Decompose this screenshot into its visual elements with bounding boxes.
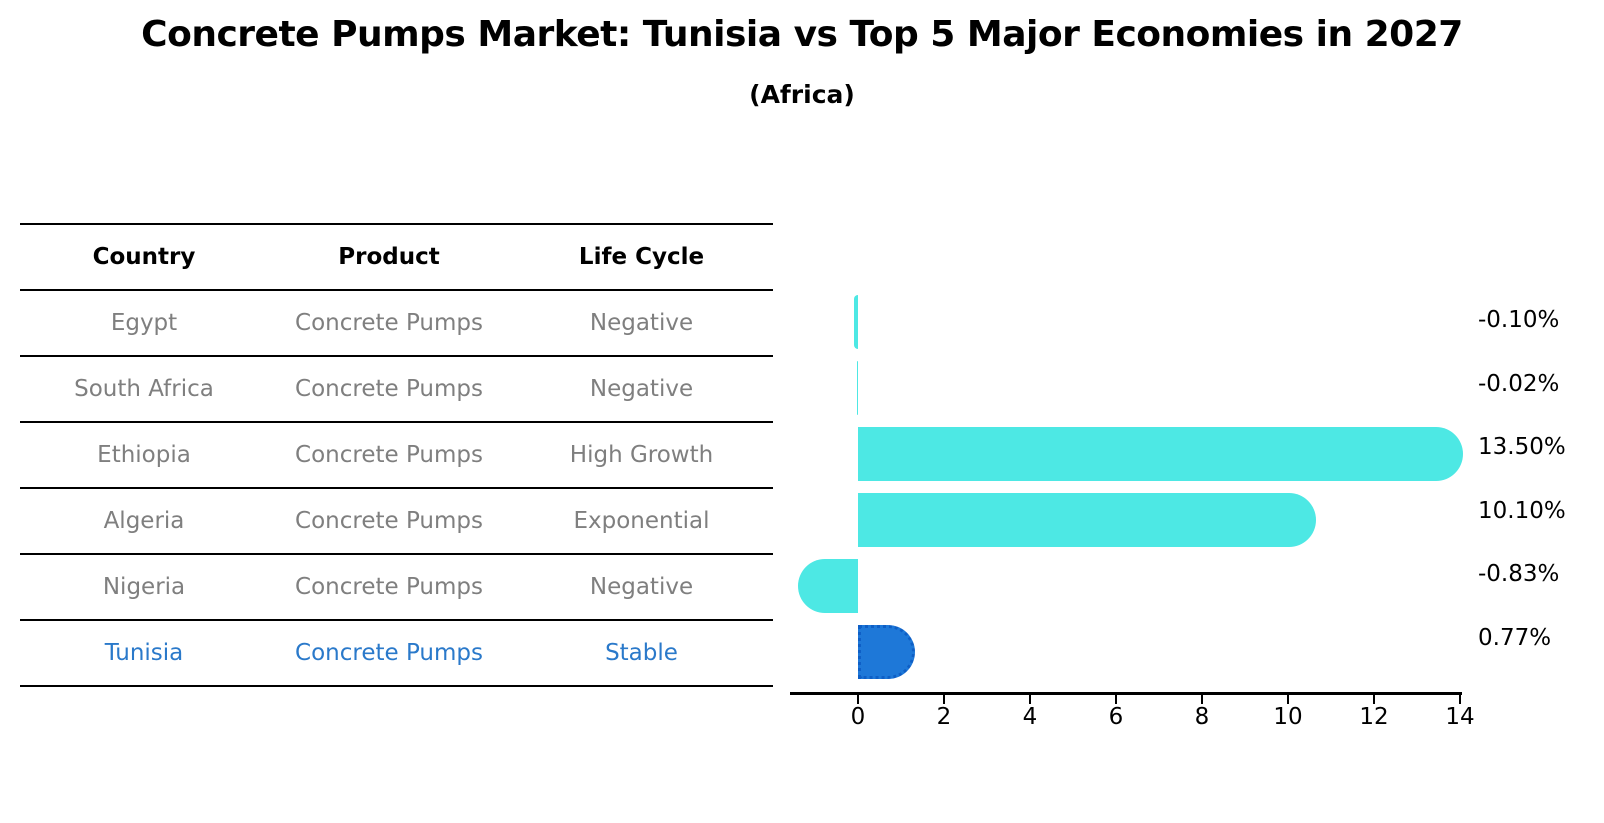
country-cell: Tunisia — [104, 640, 184, 666]
value-label-south-africa: -0.02% — [1478, 370, 1560, 397]
lifecycle-cell: High Growth — [569, 442, 714, 468]
info-table: Country Product Life Cycle Egypt Concret… — [20, 223, 773, 687]
country-cell: Egypt — [110, 310, 178, 336]
x-axis-tick — [943, 695, 945, 704]
x-axis-tick-label: 8 — [1194, 704, 1210, 730]
country-cell: Algeria — [103, 508, 185, 534]
lifecycle-cell: Stable — [605, 640, 678, 666]
value-label-egypt: -0.10% — [1478, 307, 1560, 333]
lifecycle-cell: Negative — [589, 376, 694, 402]
x-axis-tick — [1459, 695, 1461, 704]
x-axis-tick-label: 10 — [1273, 704, 1303, 730]
country-cell: South Africa — [74, 376, 214, 402]
column-header-product: Product — [338, 244, 440, 270]
x-axis-tick — [857, 695, 859, 704]
table-row: Ethiopia Concrete Pumps High Growth — [20, 423, 773, 489]
x-axis-tick — [1201, 695, 1203, 704]
column-header-lifecycle: Life Cycle — [578, 244, 705, 270]
bar-ethiopia — [858, 426, 1463, 481]
x-axis-tick — [1287, 695, 1289, 704]
x-axis-tick-label: 6 — [1108, 704, 1124, 730]
product-cell: Concrete Pumps — [295, 442, 483, 468]
product-cell: Concrete Pumps — [295, 640, 483, 666]
value-label-ethiopia: 13.50% — [1478, 434, 1566, 460]
country-cell: Nigeria — [102, 574, 186, 600]
value-label-tunisia: 0.77% — [1478, 624, 1552, 651]
country-cell: Ethiopia — [97, 442, 191, 468]
table-row: South Africa Concrete Pumps Negative — [20, 357, 773, 423]
table-row: Nigeria Concrete Pumps Negative — [20, 555, 773, 621]
product-cell: Concrete Pumps — [295, 376, 483, 402]
page-title: Concrete Pumps Market: Tunisia vs Top 5 … — [141, 14, 1463, 55]
lifecycle-cell: Negative — [589, 310, 694, 336]
x-axis-tick-label: 4 — [1022, 704, 1038, 730]
bar-algeria — [858, 492, 1317, 547]
bar-nigeria — [798, 558, 858, 613]
column-header-country: Country — [92, 244, 196, 270]
table-row: Algeria Concrete Pumps Exponential — [20, 489, 773, 555]
x-axis-tick-label: 12 — [1359, 704, 1389, 730]
value-label-nigeria: -0.83% — [1478, 561, 1560, 587]
bar-tunisia — [858, 624, 916, 679]
table-row: Tunisia Concrete Pumps Stable — [20, 621, 773, 687]
x-axis-tick — [1115, 695, 1117, 704]
x-axis-tick — [1029, 695, 1031, 704]
bar-south-africa — [856, 360, 858, 415]
x-axis-tick-label: 0 — [850, 704, 866, 730]
value-label-algeria: 10.10% — [1478, 497, 1566, 524]
table-row: Egypt Concrete Pumps Negative — [20, 291, 773, 357]
bar-egypt — [853, 295, 858, 349]
x-axis-line — [790, 692, 1462, 695]
x-axis-tick-label: 2 — [936, 704, 952, 730]
x-axis-tick-label: 14 — [1445, 704, 1475, 730]
table-body: Egypt Concrete Pumps Negative South Afri… — [20, 291, 773, 687]
product-cell: Concrete Pumps — [295, 574, 483, 600]
product-cell: Concrete Pumps — [295, 310, 483, 336]
lifecycle-cell: Exponential — [573, 508, 710, 534]
page-subtitle: (Africa) — [749, 80, 855, 109]
lifecycle-cell: Negative — [589, 574, 694, 600]
product-cell: Concrete Pumps — [295, 508, 483, 534]
table-header-row: Country Product Life Cycle — [20, 225, 773, 291]
x-axis-tick — [1373, 695, 1375, 704]
